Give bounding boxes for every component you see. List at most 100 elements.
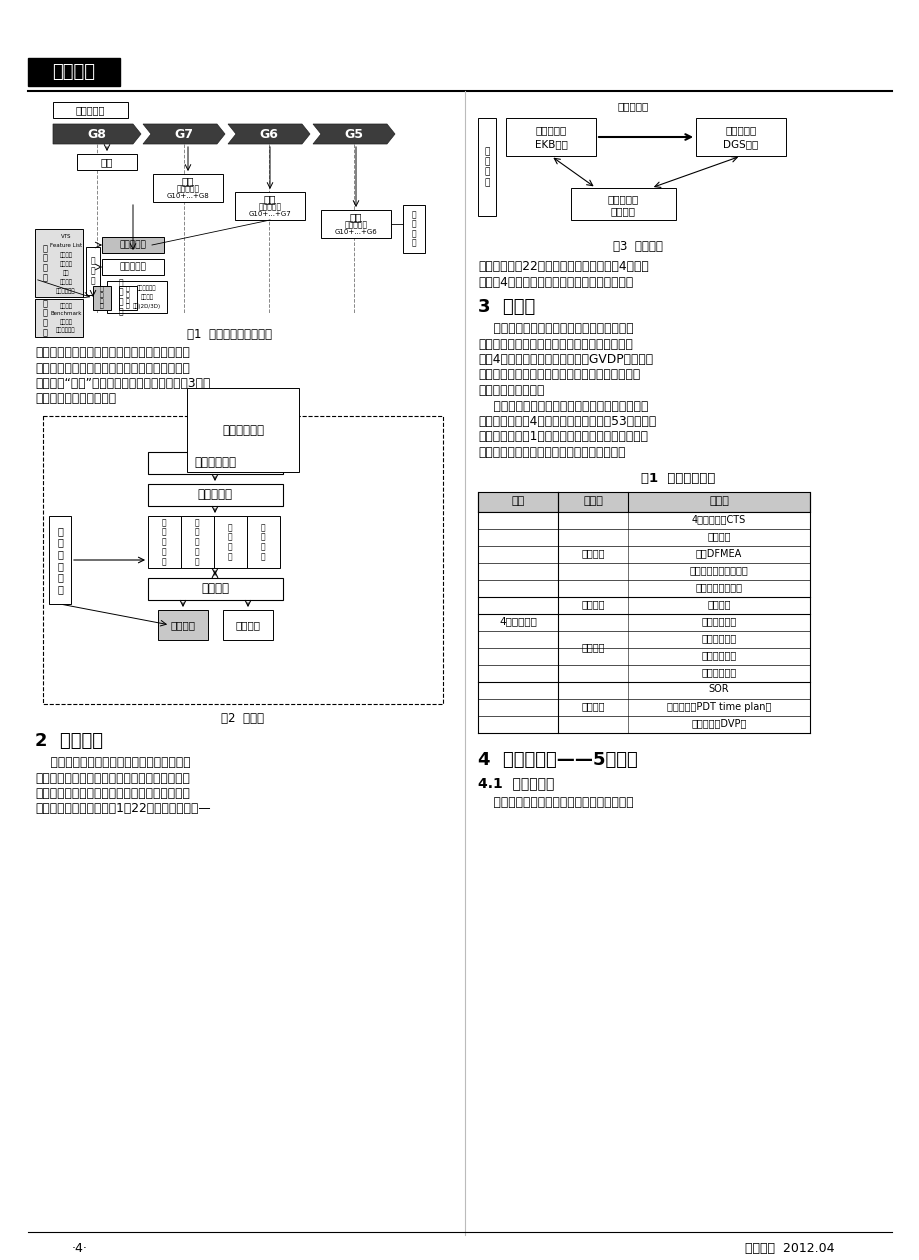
FancyBboxPatch shape [478,716,809,732]
Text: 前置任务：: 前置任务： [176,184,199,194]
Text: 知识数据库: 知识数据库 [607,194,638,204]
Text: 为不同的系统，但又不失其整体性才能充分发挥: 为不同的系统，但又不失其整体性才能充分发挥 [35,788,189,800]
Text: 任
务
说
明
书: 任 务 说 明 书 [162,518,166,566]
Text: 车门锁及锁扣布置: 车门锁及锁扣布置 [695,582,742,592]
Text: 系
统
实
现: 系 统 实 现 [483,147,489,186]
FancyBboxPatch shape [478,614,809,630]
Text: 系统的分类是实现任务划分的前提，正如部: 系统的分类是实现任务划分的前提，正如部 [35,756,190,769]
Text: 前置任务：: 前置任务： [258,203,281,212]
Text: 图2  任务流: 图2 任务流 [221,712,265,724]
FancyBboxPatch shape [478,528,809,546]
FancyBboxPatch shape [28,58,119,86]
Text: 车门镉链及分缝线布置: 车门镉链及分缝线布置 [689,566,747,576]
Text: 3  任务流: 3 任务流 [478,299,535,316]
Text: 4.1  任务说明书: 4.1 任务说明书 [478,776,554,790]
Text: 任务集: 任务集 [583,496,602,507]
Text: 任务流是一个可执行的个体，也是设计的最小合: 任务流是一个可执行的个体，也是设计的最小合 [478,399,648,412]
Text: Benchmark: Benchmark [51,311,82,316]
Text: 任务流: 任务流 [709,496,728,507]
FancyBboxPatch shape [478,682,809,698]
Text: DGS系统: DGS系统 [722,139,758,149]
Text: 其它部门要求: 其它部门要求 [56,289,75,294]
Text: VTS: VTS [61,234,71,239]
FancyBboxPatch shape [696,118,785,156]
Text: 质量要求: 质量要求 [60,278,73,285]
Text: 过项目的节点大门。: 过项目的节点大门。 [478,384,544,397]
Text: 4门镉链系统: 4门镉链系统 [498,616,537,626]
Text: 总装工艺设计: 总装工艺设计 [700,668,736,678]
Text: 上海汽车  2012.04: 上海汽车 2012.04 [744,1241,834,1255]
Text: 尺寸工艺设计: 尺寸工艺设计 [700,616,736,626]
FancyBboxPatch shape [478,664,809,682]
Text: 设计研究: 设计研究 [52,63,96,81]
Text: 结构设计: 结构设计 [581,600,604,610]
Polygon shape [228,123,310,144]
Text: 知识的推送: 知识的推送 [617,101,648,111]
Text: 认证计划（DVP）: 认证计划（DVP） [690,718,746,728]
FancyBboxPatch shape [478,491,809,512]
Text: 如果把系统的分类比作人体主要器官，那么: 如果把系统的分类比作人体主要器官，那么 [478,323,633,335]
FancyBboxPatch shape [214,517,246,568]
Text: 如图4所示，系统分类为纵坐标，GVDP为横坐标: 如图4所示，系统分类为纵坐标，GVDP为横坐标 [478,353,652,365]
Text: 4门镉链系统CTS: 4门镉链系统CTS [691,514,745,524]
FancyBboxPatch shape [571,188,675,220]
Text: 制造限制: 制造限制 [60,261,73,267]
FancyBboxPatch shape [478,630,809,648]
Text: 作用。在此原则下，采厖1＋22的划分方式，即—: 作用。在此原则下，采厖1＋22的划分方式，即— [35,803,210,815]
Text: 概念设计: 概念设计 [581,548,604,558]
Text: 知识的应用: 知识的应用 [724,125,755,135]
Text: G10+...+G7: G10+...+G7 [248,210,291,217]
Text: 设计发布: 设计发布 [581,702,604,712]
Text: 设计系统分类: 设计系统分类 [194,456,236,470]
Text: 门科室的划分一样，只有合理地将一个整体划分: 门科室的划分一样，只有合理地将一个整体划分 [35,771,189,785]
Text: 设计指导书: 设计指导书 [119,262,146,271]
FancyBboxPatch shape [321,210,391,238]
Text: 成了该系统（表1为部分任务清单）。而这也是流程: 成了该系统（表1为部分任务清单）。而这也是流程 [478,431,647,444]
Text: 化知识驱动的车身设计方法最重要环节之一。: 化知识驱动的车身设计方法最重要环节之一。 [478,446,625,459]
Text: 设
计
输
入: 设 计 输 入 [42,244,48,282]
FancyBboxPatch shape [153,174,222,202]
Text: EKB系统: EKB系统 [534,139,567,149]
Text: 参
考
信
息: 参 考 信 息 [227,523,233,561]
FancyBboxPatch shape [222,610,273,640]
FancyBboxPatch shape [505,118,596,156]
Text: 任务审核: 任务审核 [235,620,260,630]
Text: 任务: 任务 [264,194,276,204]
FancyBboxPatch shape [478,546,809,562]
FancyBboxPatch shape [246,517,279,568]
Text: 理组成元素，以4门镉链系统为例，共有53条任务组: 理组成元素，以4门镉链系统为例，共有53条任务组 [478,415,655,428]
Text: 设
计
冻
结: 设 计 冻 结 [411,210,416,247]
Text: 模
块
化
知
识
库: 模 块 化 知 识 库 [57,525,62,593]
Text: 其它项目报告: 其它项目报告 [56,328,75,333]
Text: 设
计
指
导
书: 设 计 指 导 书 [195,518,199,566]
FancyBboxPatch shape [478,580,809,596]
FancyBboxPatch shape [35,299,83,336]
Text: 素以组件的形式镟嵌于各个任务流中，实时的对: 素以组件的形式镟嵌于各个任务流中，实时的对 [35,362,189,374]
FancyBboxPatch shape [478,648,809,664]
Polygon shape [142,123,225,144]
Text: 知识的存储: 知识的存储 [535,125,566,135]
Text: 设计说明报告: 设计说明报告 [137,285,156,291]
FancyBboxPatch shape [53,102,128,118]
Text: 标准规范: 标准规范 [60,319,73,325]
Text: 任务流细化: 任务流细化 [198,489,233,501]
Text: G10+...+G6: G10+...+G6 [335,229,377,236]
Text: SOR: SOR [708,684,729,694]
Text: 设
计
输
出: 设 计 输 出 [119,278,123,316]
Text: 设计进行“干涉”，达到知识推送的目的（见图3），: 设计进行“干涉”，达到知识推送的目的（见图3）， [35,377,210,391]
Text: 任务: 任务 [101,158,113,168]
Text: 设计流水线: 设计流水线 [75,105,105,115]
FancyBboxPatch shape [119,286,137,310]
Text: G10+...+G8: G10+...+G8 [166,193,210,199]
Text: G6: G6 [259,127,278,141]
Text: 设计手册: 设计手册 [60,302,73,309]
Text: 冲压工艺设计: 冲压工艺设计 [700,634,736,644]
FancyBboxPatch shape [93,286,111,310]
Text: 设
计
输
入: 设 计 输 入 [260,523,265,561]
FancyBboxPatch shape [148,578,283,600]
FancyBboxPatch shape [234,192,305,220]
Text: 图3  知识推送: 图3 知识推送 [612,239,663,253]
FancyBboxPatch shape [102,260,164,275]
FancyBboxPatch shape [148,517,181,568]
FancyBboxPatch shape [85,247,100,295]
